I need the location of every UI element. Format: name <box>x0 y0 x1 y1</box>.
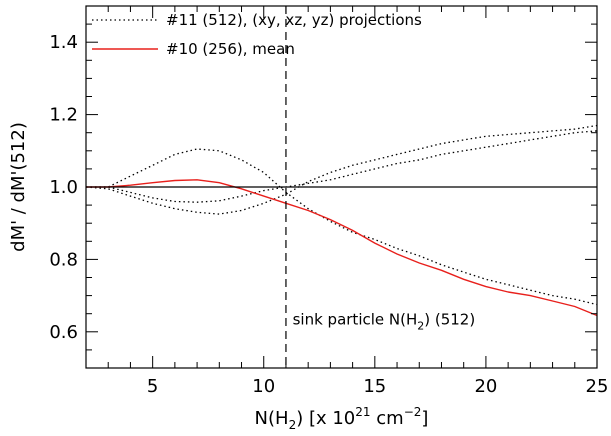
x-tick-label: 5 <box>147 376 158 397</box>
x-tick-label: 15 <box>363 376 386 397</box>
y-axis-label: dM' / dM'(512) <box>8 122 29 252</box>
legend-label: #11 (512), (xy, xz, yz) projections <box>166 11 422 29</box>
y-tick-label: 1.0 <box>49 177 78 198</box>
y-tick-label: 0.6 <box>49 322 78 343</box>
series-line-2 <box>85 124 598 215</box>
series-line-4 <box>86 179 598 317</box>
reference-lines <box>86 6 597 368</box>
y-tick-label: 1.2 <box>49 105 78 126</box>
sink-annotation: sink particle N(H2) (512) <box>293 311 476 333</box>
x-axis-label: N(H2) [x 1021 cm−2] <box>255 405 429 432</box>
plot-content <box>85 124 598 317</box>
series-line-3 <box>86 130 598 203</box>
y-tick-label: 0.8 <box>49 249 78 270</box>
legend: #11 (512), (xy, xz, yz) projections #10 (… <box>92 11 422 58</box>
axes: 5 10 15 20 25 0.6 0.8 1.0 1.2 1.4 <box>49 5 609 397</box>
y-tick-label: 1.4 <box>49 32 78 53</box>
x-tick-label: 10 <box>252 376 275 397</box>
legend-label: #10 (256), mean <box>166 40 295 58</box>
x-tick-label: 20 <box>474 376 497 397</box>
x-tick-label: 25 <box>586 376 609 397</box>
series-line-1 <box>86 148 598 306</box>
